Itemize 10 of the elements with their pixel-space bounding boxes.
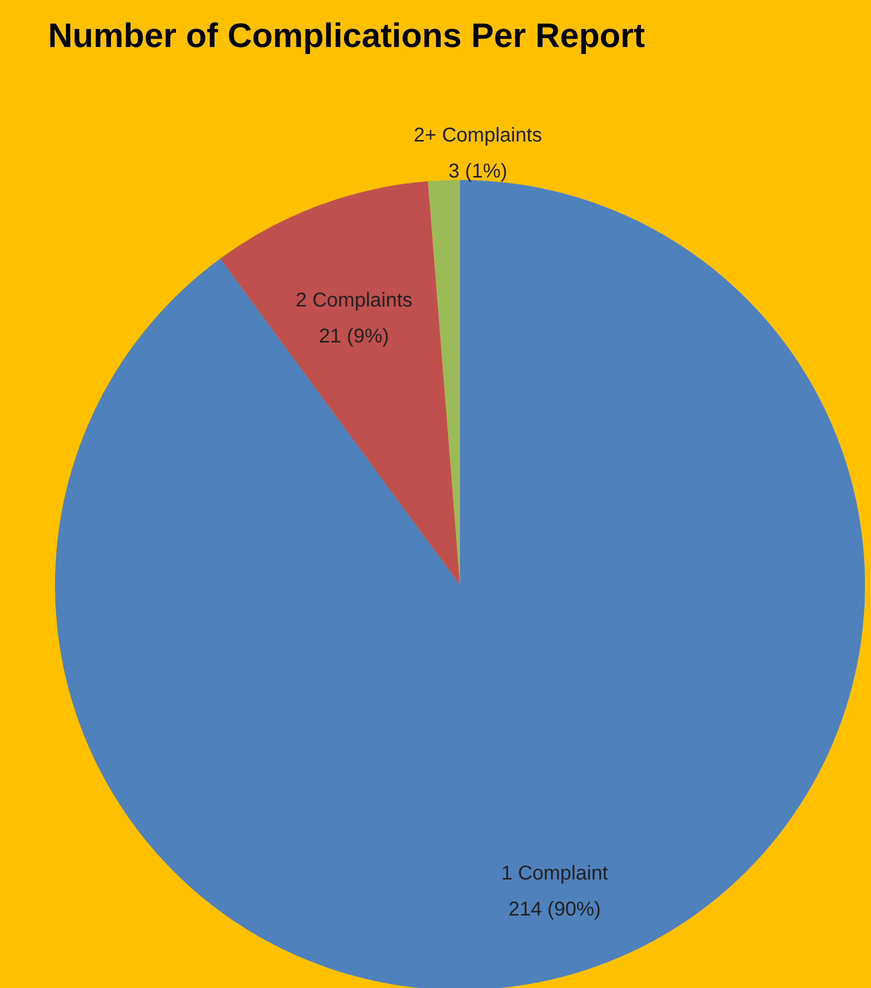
data-label: 214 (90%) bbox=[508, 898, 601, 921]
data-label: 3 (1%) bbox=[448, 160, 508, 182]
data-label: 21 (9%) bbox=[319, 325, 390, 348]
slice-label: 1 Complaint bbox=[501, 862, 608, 885]
pie-slice bbox=[428, 180, 460, 585]
slice-label: 2 Complaints bbox=[296, 289, 412, 312]
pie-slice bbox=[220, 181, 460, 585]
chart-title: Number of Complications Per Report bbox=[48, 17, 645, 55]
pie-slice bbox=[55, 180, 865, 988]
slice-label: 2+ Complaints bbox=[414, 124, 542, 146]
